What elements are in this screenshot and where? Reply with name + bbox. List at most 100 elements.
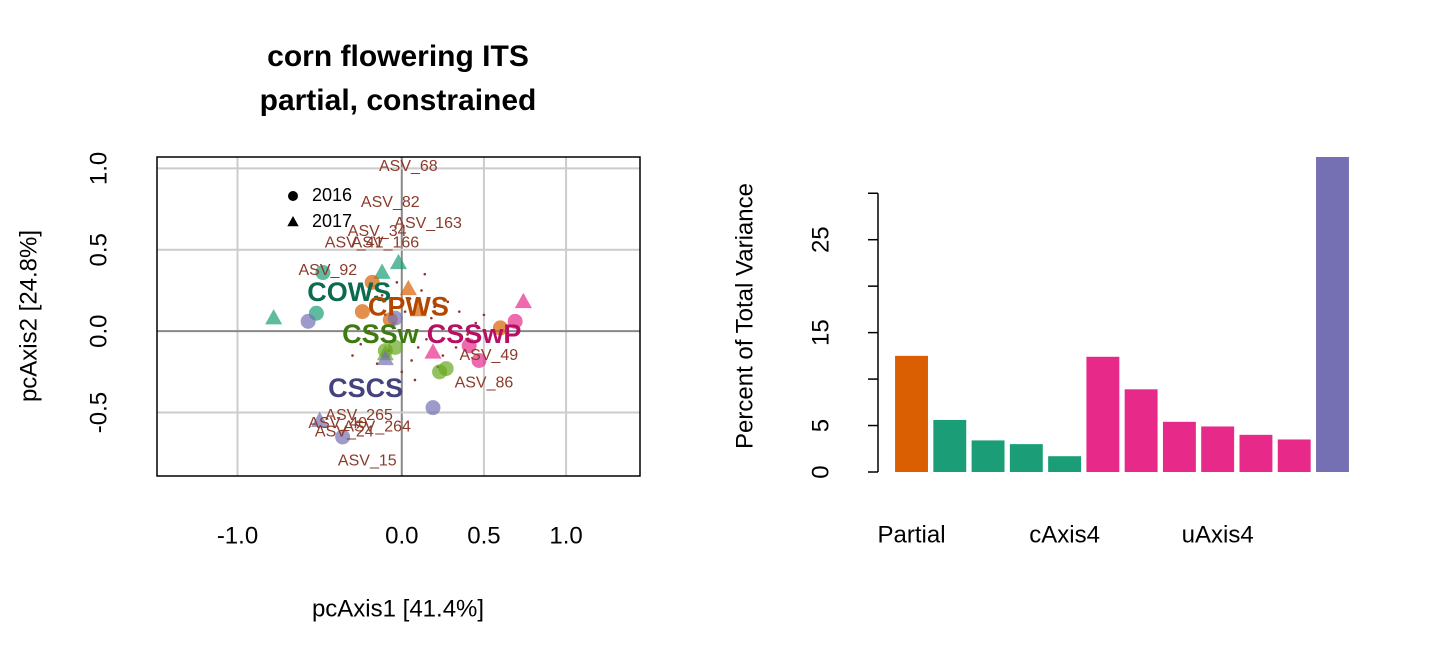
species-point [410, 359, 413, 362]
species-point [351, 354, 354, 357]
sample-point [387, 310, 403, 326]
species-point [416, 346, 420, 349]
bar [971, 440, 1005, 472]
legend-symbol [287, 216, 299, 227]
species-point [454, 346, 458, 349]
bar [1009, 444, 1043, 472]
species-point [380, 294, 384, 297]
chart-subtitle: partial, constrained [260, 84, 537, 117]
species-label: ASV_40 [308, 415, 367, 432]
sample-point [265, 309, 283, 325]
sample-point [354, 304, 370, 320]
sample-point [492, 320, 508, 336]
bar [1201, 426, 1235, 472]
bar [1316, 157, 1349, 472]
species-point [474, 321, 478, 325]
species-point [413, 378, 417, 382]
species-point [403, 310, 407, 313]
species-label: ASV_265 [325, 407, 393, 424]
sample-point [311, 411, 329, 427]
species-point [430, 316, 433, 320]
legend-label: 2016 [312, 185, 352, 205]
y-tick-label: 5 [807, 419, 834, 432]
sample-point [315, 265, 331, 281]
species-label: ASV_82 [361, 194, 420, 211]
bar [1277, 439, 1311, 472]
bar [1162, 421, 1196, 472]
bar [1239, 434, 1273, 472]
x-tick-label: uAxis4 [1182, 521, 1254, 548]
y-axis-title: pcAxis2 [24.8%] [15, 230, 42, 402]
species-label: ASV_49 [459, 347, 518, 364]
y-tick-label: 0.0 [85, 314, 112, 347]
sample-point [471, 352, 487, 368]
sample-point [376, 349, 394, 366]
x-tick-label: cAxis4 [1029, 521, 1100, 548]
x-tick-label: Partial [878, 521, 946, 548]
legend-symbol [288, 191, 298, 201]
x-axis-title: pcAxis1 [41.4%] [312, 595, 484, 622]
bar [1086, 356, 1120, 472]
sample-point [425, 400, 441, 416]
species-label: ASV_92 [298, 262, 357, 279]
sample-point [461, 338, 477, 354]
y-tick-label: 0 [807, 465, 834, 478]
sample-point [432, 364, 448, 380]
x-tick-label: -1.0 [217, 522, 258, 549]
plot-frame [156, 156, 641, 477]
group-label: COWS [307, 277, 391, 307]
y-tick-label: 25 [807, 226, 834, 253]
species-point [446, 300, 450, 304]
sample-point [300, 313, 316, 329]
group-label: CPWS [368, 291, 449, 321]
y-tick-label: 1.0 [85, 152, 112, 185]
species-point [466, 333, 469, 336]
x-tick-label: 0.0 [385, 522, 418, 549]
species-point [425, 337, 428, 341]
y-tick-label: -0.5 [85, 392, 112, 433]
species-label: ASV_264 [343, 418, 411, 435]
bar [1124, 389, 1158, 472]
bar [933, 419, 967, 472]
species-point [408, 297, 412, 300]
species-point [482, 313, 486, 317]
species-point [400, 370, 404, 374]
species-point [420, 289, 423, 292]
species-point [457, 310, 461, 313]
sample-point [424, 343, 442, 359]
species-label: ASV_163 [394, 215, 462, 232]
species-label: ASV_166 [352, 234, 420, 251]
sample-point [514, 292, 532, 309]
species-point [367, 329, 371, 333]
sample-point [364, 274, 380, 290]
species-label: ASV_41 [325, 234, 384, 251]
species-point [423, 272, 427, 276]
species-point [449, 326, 453, 330]
sample-point [335, 429, 351, 445]
sample-point [389, 253, 408, 270]
group-label: CSSw [342, 319, 420, 349]
y-axis-title: Percent of Total Variance [731, 183, 758, 449]
sample-point [373, 263, 391, 279]
y-tick-label: 0.5 [85, 233, 112, 266]
group-label: CSSwP [427, 319, 522, 349]
species-label: ASV_24 [315, 423, 374, 440]
x-tick-label: 1.0 [549, 522, 582, 549]
bar [1048, 456, 1082, 472]
bar [895, 355, 928, 472]
sample-point [507, 313, 523, 329]
sample-point [409, 300, 427, 317]
chart-title: corn flowering ITS [267, 40, 529, 73]
species-label: ASV_34 [348, 223, 407, 240]
species-point [433, 305, 436, 309]
species-label: ASV_15 [338, 453, 397, 470]
x-tick-label: 0.5 [467, 522, 500, 549]
species-point [441, 354, 445, 357]
y-tick-label: 15 [807, 319, 834, 346]
sample-point [399, 279, 417, 296]
species-label: ASV_68 [379, 158, 438, 175]
species-point [359, 342, 363, 346]
group-label: CSCS [328, 373, 403, 403]
species-point [395, 281, 399, 284]
